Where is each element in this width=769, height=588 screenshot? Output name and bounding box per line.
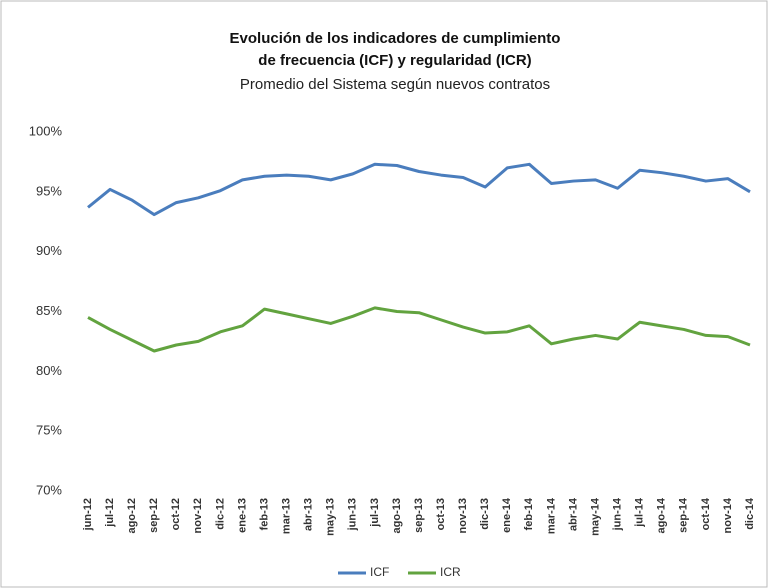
x-tick-label: oct-14 <box>700 497 712 530</box>
x-tick-label: jul-13 <box>369 498 381 528</box>
series-line <box>87 306 751 353</box>
x-tick-label: sep-12 <box>148 498 160 533</box>
y-tick-label: 95% <box>36 183 62 198</box>
x-tick-label: feb-14 <box>523 497 535 530</box>
x-tick-label: dic-13 <box>479 498 491 530</box>
y-tick-label: 85% <box>36 303 62 318</box>
y-tick-label: 90% <box>36 243 62 258</box>
x-tick-label: jun-13 <box>347 498 359 531</box>
x-tick-label: may-14 <box>589 497 601 536</box>
x-tick-label: oct-13 <box>435 498 447 530</box>
x-tick-label: jun-14 <box>612 497 624 531</box>
y-tick-label: 100% <box>29 123 63 138</box>
chart-title: de frecuencia (ICF) y regularidad (ICR) <box>258 52 531 69</box>
legend-label: ICR <box>440 565 461 579</box>
x-tick-label: ago-12 <box>126 498 138 533</box>
x-tick-label: dic-14 <box>744 497 756 530</box>
series-line <box>87 162 751 217</box>
x-tick-label: abr-13 <box>303 498 315 531</box>
chart-subtitle: Promedio del Sistema según nuevos contra… <box>240 76 550 93</box>
x-tick-label: jul-12 <box>104 498 116 528</box>
x-tick-label: nov-12 <box>192 498 204 533</box>
x-tick-label: sep-13 <box>413 498 425 533</box>
chart-title: Evolución de los indicadores de cumplimi… <box>230 30 561 47</box>
y-tick-label: 80% <box>36 363 62 378</box>
x-tick-label: jun-12 <box>82 498 94 531</box>
x-tick-label: ene-14 <box>501 497 513 533</box>
x-tick-label: nov-13 <box>457 498 469 533</box>
x-tick-label: abr-14 <box>567 497 579 531</box>
x-tick-label: ene-13 <box>236 498 248 533</box>
x-tick-label: nov-14 <box>722 497 734 533</box>
x-tick-label: mar-13 <box>281 498 293 534</box>
x-tick-label: dic-12 <box>214 498 226 530</box>
legend-label: ICF <box>370 565 389 579</box>
x-tick-label: ago-14 <box>656 497 668 533</box>
x-tick-label: jul-14 <box>634 497 646 528</box>
x-tick-label: mar-14 <box>545 497 557 534</box>
x-tick-label: may-13 <box>325 498 337 536</box>
y-tick-label: 75% <box>36 423 62 438</box>
x-tick-label: oct-12 <box>170 498 182 530</box>
x-tick-label: ago-13 <box>391 498 403 533</box>
x-tick-label: sep-14 <box>678 497 690 533</box>
x-tick-label: feb-13 <box>258 498 270 530</box>
y-tick-label: 70% <box>36 482 62 497</box>
